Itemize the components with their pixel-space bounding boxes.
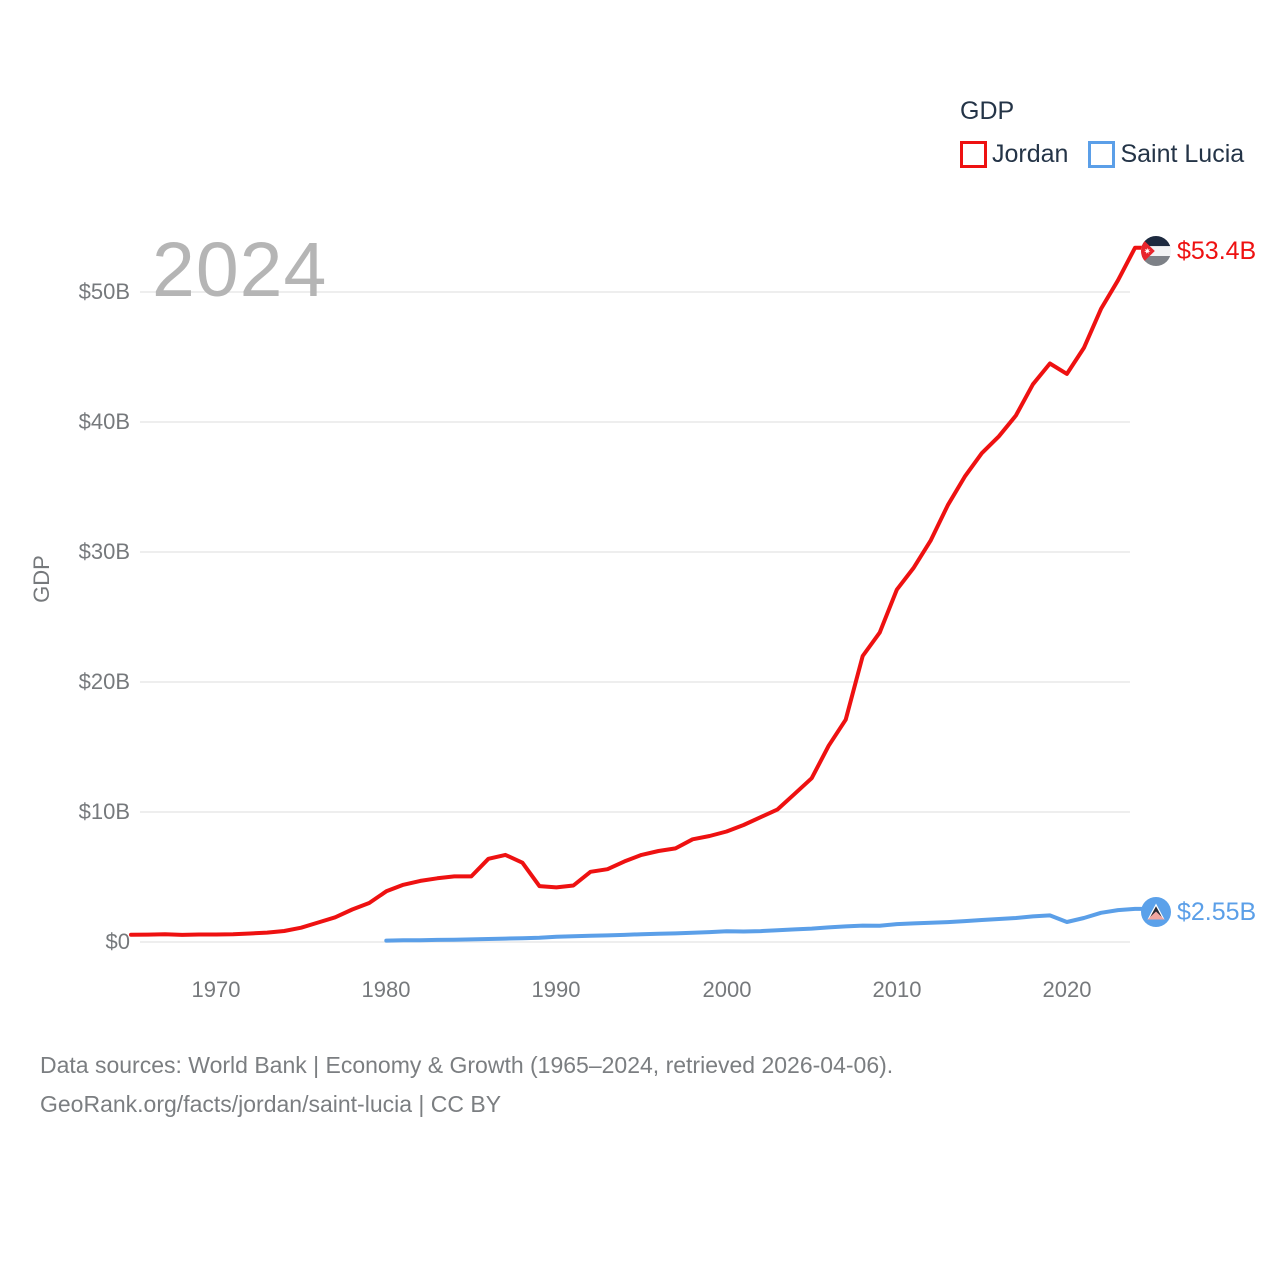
series-line-saint-lucia[interactable] [384, 906, 1145, 943]
series-line-jordan[interactable] [129, 245, 1145, 937]
jordan-flag-icon [1141, 236, 1171, 266]
year-watermark: 2024 [152, 227, 328, 313]
legend-title: GDP [960, 97, 1015, 125]
jordan-series-swatch-icon [960, 141, 987, 168]
attribution-line: GeoRank.org/facts/jordan/saint-lucia | C… [40, 1091, 502, 1117]
saint-lucia-end-value-label: $2.55B [1177, 898, 1257, 926]
legend-item-jordan[interactable]: Jordan [960, 140, 1068, 169]
y-axis-title: GDP [29, 555, 54, 603]
saint-lucia-series-swatch-icon [1088, 141, 1116, 168]
saint-lucia-flag-icon [1141, 897, 1171, 927]
legend-item-label: Jordan [992, 140, 1069, 168]
data-sources-line: Data sources: World Bank | Economy & Gro… [40, 1052, 894, 1078]
jordan-end-value-label: $53.4B [1177, 237, 1257, 265]
legend-item-label: Saint Lucia [1120, 140, 1245, 168]
footer: Data sources: World Bank | Economy & Gro… [40, 1046, 893, 1124]
legend-items-row: Jordan Saint Lucia [960, 140, 1244, 169]
legend-item-saint-lucia[interactable]: Saint Lucia [1088, 140, 1244, 169]
legend: GDP Jordan Saint Lucia [960, 97, 1244, 169]
